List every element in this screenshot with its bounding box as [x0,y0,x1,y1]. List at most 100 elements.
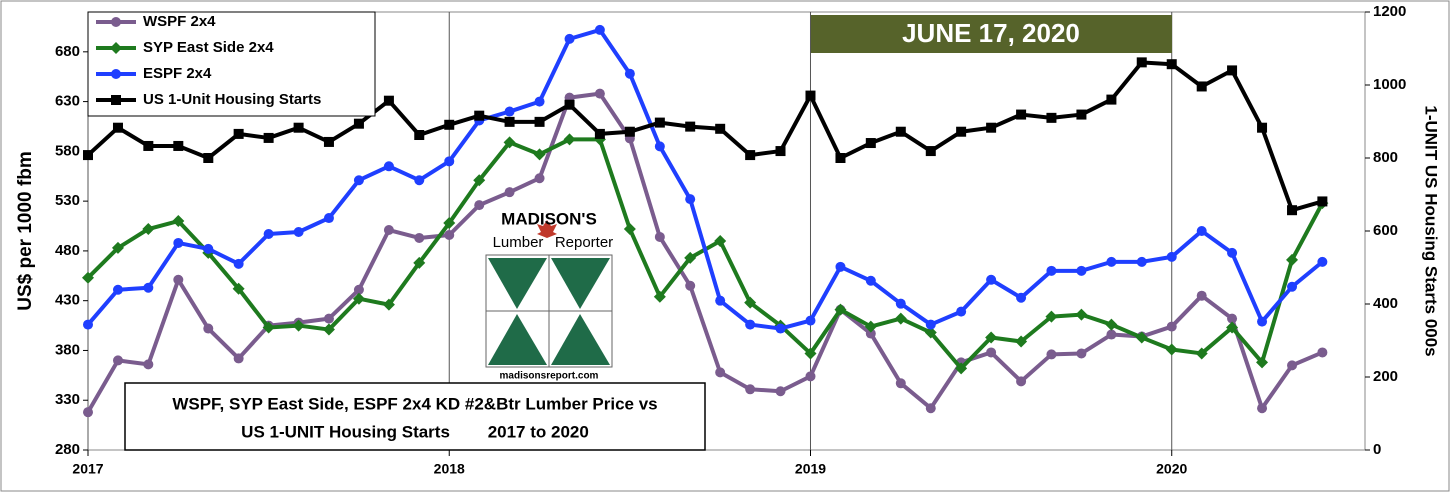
marker [986,274,997,285]
marker [563,133,576,146]
marker [805,371,816,382]
marker [1105,318,1118,331]
series-line [86,27,1324,331]
marker [624,68,635,79]
marker [1226,321,1239,334]
marker [985,331,998,344]
marker [353,284,364,295]
marker [1045,310,1058,323]
x-tick-label: 2017 [72,461,103,477]
marker [504,106,515,117]
marker [383,161,394,172]
marker [564,99,575,110]
marker [1317,256,1328,267]
y-axis-label: US$ per 1000 fbm [15,151,36,310]
marker [1166,321,1177,332]
marker [623,223,636,236]
marker [925,319,936,330]
marker [83,319,93,330]
marker [1196,226,1207,236]
y2-tick-label: 200 [1373,368,1398,385]
marker [382,298,395,311]
marker [323,136,334,147]
marker [1166,251,1177,262]
marker [1287,281,1298,292]
marker [1076,109,1087,120]
x-tick-label: 2020 [1156,461,1187,477]
marker [1257,403,1268,414]
y2-tick-label: 1200 [1373,3,1406,20]
legend-label: ESPF 2x4 [143,65,212,82]
marker [894,312,907,325]
marker [263,132,274,143]
marker [503,136,516,149]
marker [533,148,546,161]
y-tick-label: 580 [55,142,80,159]
marker [1106,329,1117,340]
title-box [811,15,1172,53]
marker [745,150,756,161]
marker [293,122,304,133]
marker [323,213,334,224]
marker [925,146,936,157]
marker [1016,376,1027,387]
marker [1287,360,1298,371]
marker [834,303,847,316]
marker [444,156,455,167]
marker [685,280,696,291]
marker [83,407,93,418]
marker [1195,347,1208,360]
marker [111,17,121,27]
marker [112,355,123,366]
marker [142,223,155,236]
marker [1076,265,1087,276]
marker [233,353,244,364]
logo-triangle [551,258,610,309]
marker [1256,356,1269,369]
marker [444,119,455,130]
marker [1286,253,1299,266]
marker [1135,331,1148,344]
y2-tick-label: 1000 [1373,76,1406,93]
marker [714,234,727,247]
logo-text: Lumber [493,234,544,251]
marker [986,122,997,133]
marker [143,140,154,151]
marker [414,232,425,243]
marker [594,24,605,35]
marker [594,88,605,99]
marker [111,69,121,79]
marker [775,323,786,334]
marker [414,175,425,186]
marker [624,126,635,137]
marker [112,284,123,295]
marker [353,175,364,186]
marker [413,256,426,269]
marker [745,319,756,330]
y-tick-label: 280 [55,441,80,458]
marker [233,128,244,139]
marker [925,403,936,414]
marker [1317,347,1328,358]
marker [173,140,184,151]
marker [504,187,515,198]
marker [292,319,305,332]
chart-title: JUNE 17, 2020 [902,18,1080,48]
marker [352,292,365,305]
marker [504,116,515,127]
marker [443,217,456,230]
marker [835,261,846,272]
marker [111,95,121,105]
marker [293,226,304,237]
marker [835,153,846,163]
marker [233,258,244,269]
marker [262,321,275,334]
y-tick-label: 630 [55,93,80,110]
marker [1046,265,1057,276]
marker [1257,316,1268,327]
marker [1136,256,1147,267]
marker [804,347,817,360]
marker [654,231,665,242]
marker [82,271,94,284]
